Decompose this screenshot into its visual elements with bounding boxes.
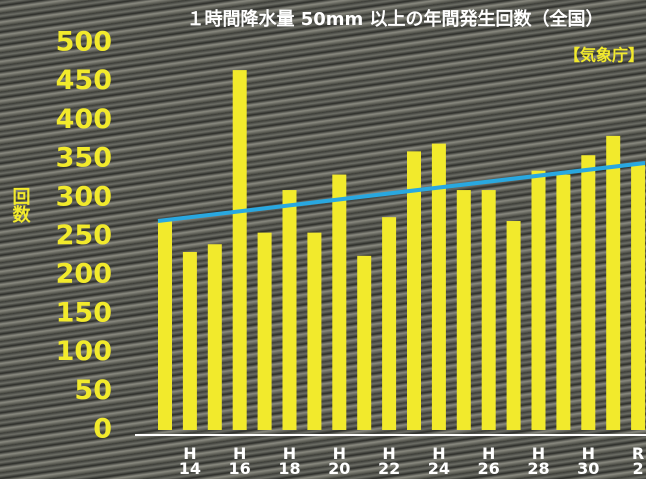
- y-tick-label: 450: [56, 65, 112, 96]
- y-tick-label: 400: [56, 104, 112, 135]
- bar: [257, 232, 272, 430]
- y-tick-label: 250: [56, 220, 112, 251]
- bar: [556, 174, 571, 430]
- bar: [207, 244, 222, 430]
- bar: [357, 255, 372, 430]
- trend-line: [157, 160, 646, 224]
- x-tick-label: H 30: [577, 444, 600, 478]
- y-tick-label: 150: [56, 297, 112, 328]
- bar: [506, 221, 521, 430]
- y-tick-label: 300: [56, 181, 112, 212]
- x-tick-label: H 18: [278, 444, 301, 478]
- bar: [631, 162, 646, 430]
- x-tick-label: H 20: [328, 444, 351, 478]
- y-tick-label: 100: [56, 336, 112, 367]
- x-tick-label: H 26: [477, 444, 500, 478]
- y-tick-label: 500: [56, 27, 112, 58]
- bar: [382, 217, 397, 430]
- bar: [481, 190, 496, 430]
- bar: [407, 151, 421, 431]
- y-tick-label: 200: [56, 259, 112, 290]
- bar: [581, 155, 596, 431]
- y-tick-label: 350: [56, 143, 112, 174]
- x-tick-label: R 2: [631, 444, 645, 478]
- y-tick-label: 0: [93, 414, 112, 445]
- y-tick-label: 50: [74, 375, 112, 406]
- bar: [431, 143, 446, 430]
- chart-title: １時間降水量 50mm 以上の年間発生回数（全国）: [186, 8, 603, 30]
- bar: [182, 251, 197, 430]
- bar: [307, 232, 322, 430]
- bar: [332, 174, 347, 430]
- bar: [282, 190, 297, 430]
- bar: [232, 70, 247, 430]
- x-tick-label: H 16: [228, 444, 251, 478]
- bar: [456, 190, 471, 430]
- bar: [606, 135, 621, 430]
- x-tick-label: H 14: [178, 444, 202, 478]
- x-tick-label: H 24: [427, 444, 451, 478]
- bar: [531, 170, 546, 430]
- x-tick-label: H 28: [527, 444, 550, 478]
- bar: [158, 221, 172, 430]
- source: 【気象庁】: [564, 46, 644, 65]
- x-tick-label: H 22: [377, 444, 401, 478]
- y-axis-label: 回数: [10, 187, 31, 224]
